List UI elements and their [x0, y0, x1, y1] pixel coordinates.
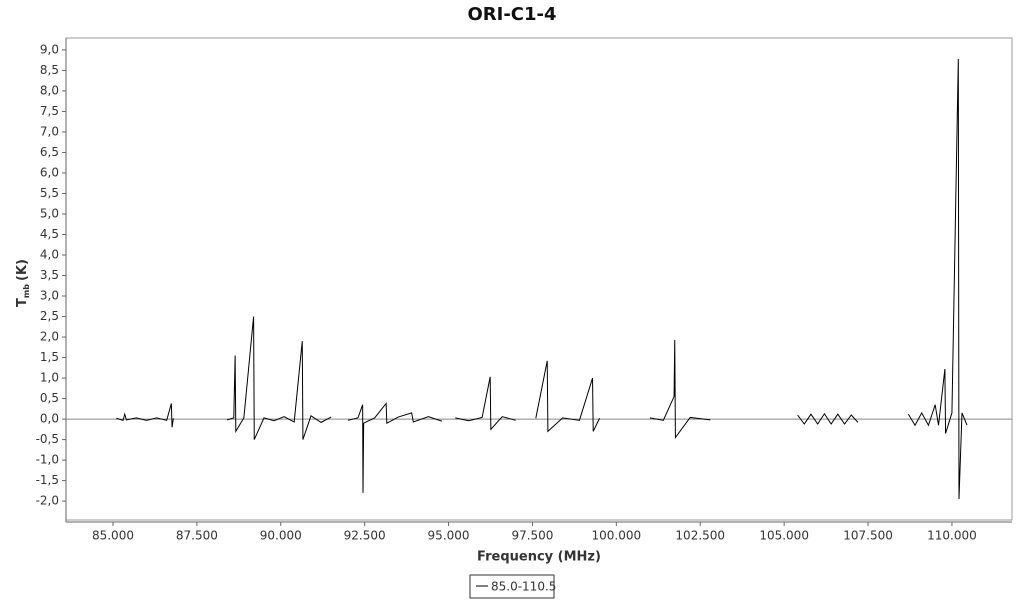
x-tick-label: 100.000 [592, 529, 642, 543]
legend-box [469, 574, 555, 599]
y-tick-label: 3,0 [40, 289, 59, 303]
y-tick-label: 4,5 [40, 227, 59, 241]
y-tick-label: 6,5 [40, 145, 59, 159]
y-axis-title: Tmb (K) [15, 259, 31, 307]
y-tick-label: 2,0 [40, 330, 59, 344]
plot-border [65, 37, 1013, 521]
y-tick-label: 0,0 [40, 412, 59, 426]
y-tick-label: 8,5 [40, 63, 59, 77]
y-tick-label: 5,0 [40, 206, 59, 220]
y-tick-label: 1,0 [40, 371, 59, 385]
x-tick-label: 107.500 [843, 529, 893, 543]
legend-label: 85.0-110.5 [491, 580, 556, 594]
y-tick-label: 5,5 [40, 186, 59, 200]
x-tick-label: 92.500 [344, 529, 386, 543]
y-tick-label: 8,0 [40, 83, 59, 97]
x-tick-label: 110.000 [927, 529, 977, 543]
x-tick-label: 95.000 [428, 529, 470, 543]
y-tick-label: 3,5 [40, 268, 59, 282]
x-axis-title: Frequency (MHz) [477, 550, 601, 565]
y-tick-label: 7,5 [40, 104, 59, 118]
y-tick-label: 9,0 [40, 42, 59, 56]
y-tick-label: -0,5 [36, 432, 59, 446]
y-tick-label: 6,0 [40, 165, 59, 179]
y-tick-label: 4,0 [40, 248, 59, 262]
y-tick-label: -2,0 [36, 494, 59, 508]
x-tick-label: 90.000 [260, 529, 302, 543]
y-tick-label: -1,0 [36, 453, 59, 467]
chart-title: ORI-C1-4 [467, 4, 556, 25]
y-label-sub: mb [22, 284, 31, 298]
x-tick-label: 102.500 [675, 529, 725, 543]
y-tick-label: 1,5 [40, 350, 59, 364]
x-tick-label: 97.500 [511, 529, 553, 543]
y-tick-label: 7,0 [40, 124, 59, 138]
spectrum-line [116, 58, 968, 500]
y-tick-label: 0,5 [40, 391, 59, 405]
x-tick-label: 87.500 [176, 529, 218, 543]
y-tick-label: -1,5 [36, 473, 59, 487]
y-tick-label: 2,5 [40, 309, 59, 323]
y-label-main: T [15, 298, 30, 307]
y-label-unit: (K) [15, 259, 30, 281]
x-tick-label: 105.000 [759, 529, 809, 543]
x-tick-label: 85.000 [92, 529, 134, 543]
